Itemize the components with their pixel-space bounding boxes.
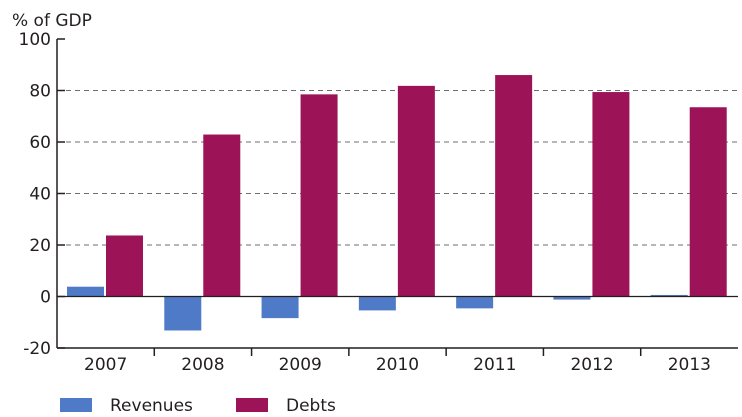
legend-label-debts: Debts (286, 396, 336, 416)
bars (67, 75, 727, 331)
y-tick-label-0: 0 (40, 288, 51, 308)
bar-revenues-2011 (456, 296, 494, 309)
x-tick-label-2012: 2012 (570, 355, 613, 375)
legend-swatch-debts (236, 398, 268, 412)
bar-revenues-2013 (650, 294, 688, 297)
gridlines (57, 90, 738, 246)
bar-debts-2009 (300, 94, 338, 297)
bar-debts-2011 (495, 75, 533, 297)
x-tick-label-2013: 2013 (668, 355, 711, 375)
bar-revenues-2008 (164, 296, 202, 331)
y-tick-label-100: 100 (19, 30, 51, 50)
legend-label-revenues: Revenues (110, 396, 193, 416)
y-tick-label--20: -20 (23, 339, 51, 359)
legend: Revenues Debts (60, 396, 336, 416)
bar-debts-2008 (203, 134, 241, 297)
bar-debts-2012 (592, 92, 630, 297)
y-tick-label-20: 20 (29, 236, 51, 256)
x-tick-label-2011: 2011 (473, 355, 516, 375)
x-tick-label-2009: 2009 (279, 355, 322, 375)
legend-swatch-revenues (60, 398, 92, 412)
bar-revenues-2007 (67, 286, 104, 297)
y-tick-label-80: 80 (29, 82, 51, 102)
axes (56, 38, 738, 356)
y-tick-label-60: 60 (29, 133, 51, 153)
x-tick-label-2008: 2008 (181, 355, 224, 375)
y-axis-unit-label: % of GDP (12, 11, 92, 31)
x-tick-label-2010: 2010 (376, 355, 419, 375)
bar-revenues-2012 (553, 296, 591, 300)
bar-debts-2007 (106, 235, 143, 297)
bar-debts-2013 (689, 107, 727, 297)
bar-revenues-2009 (261, 296, 299, 319)
bar-revenues-2010 (358, 296, 396, 311)
y-tick-labels: 100 80 60 40 20 0 -20 (19, 30, 51, 359)
y-tick-label-40: 40 (29, 185, 51, 205)
bar-debts-2010 (397, 85, 435, 297)
x-tick-labels: 2007 2008 2009 2010 2011 2012 2013 (84, 355, 711, 375)
x-tick-label-2007: 2007 (84, 355, 127, 375)
